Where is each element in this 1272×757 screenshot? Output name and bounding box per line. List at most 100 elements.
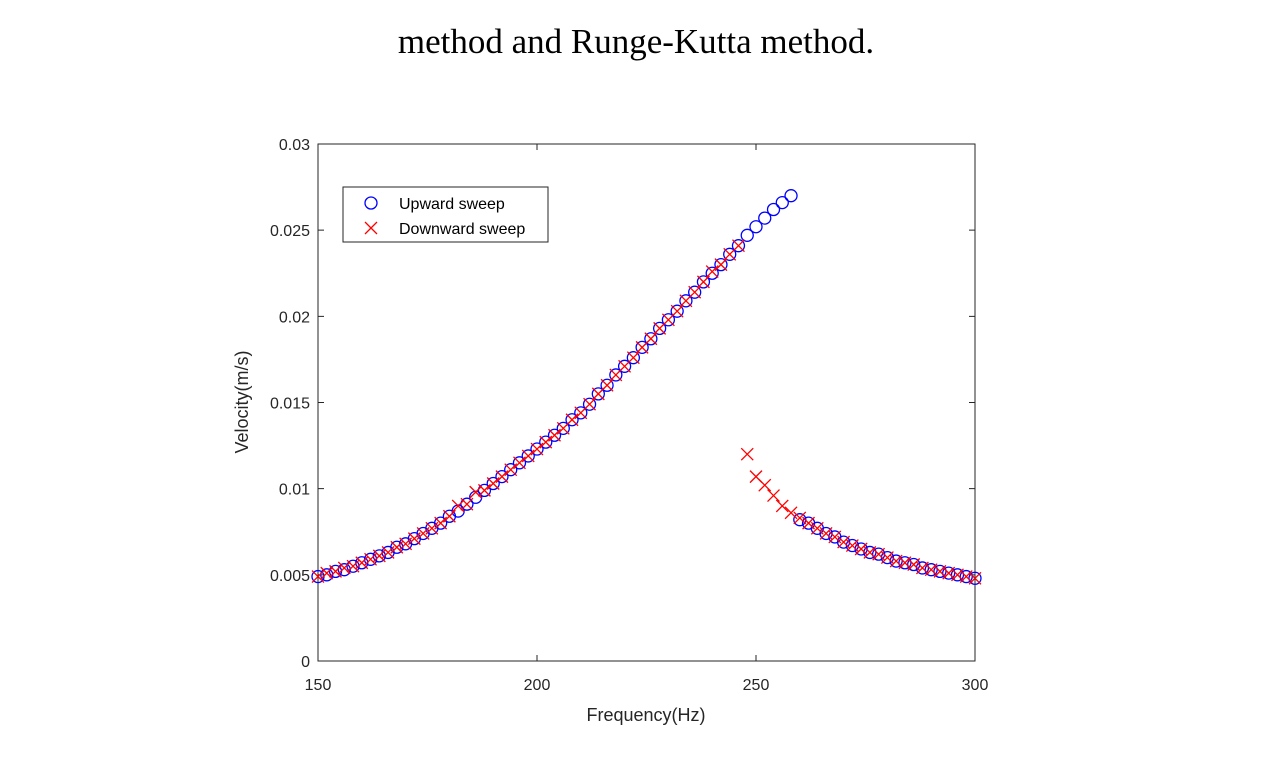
downward-sweep-point [460,497,474,511]
downward-sweep-point [872,547,886,561]
upward-sweep-point [460,497,474,511]
downward-sweep-point [530,442,544,456]
upward-sweep-point [565,413,579,427]
downward-sweep-point [329,564,342,578]
downward-sweep-point [399,537,413,551]
downward-sweep-point [696,275,710,289]
upward-sweep-point [600,378,614,392]
downward-sweep-point [364,552,378,566]
downward-sweep-point [381,545,395,559]
upward-sweep-point [942,566,956,580]
downward-sweep-point [670,304,684,318]
upward-sweep-point [635,340,649,355]
upward-sweep-point [521,449,535,463]
downward-sweep-point [784,506,798,520]
downward-sweep-point [758,478,772,492]
upward-sweep-point [556,421,570,436]
downward-sweep-point [451,499,465,513]
legend-box [342,186,549,243]
upward-sweep-point [766,202,781,217]
legend-x-marker [364,221,378,235]
downward-sweep-point [880,551,894,565]
downward-sweep-point [924,563,938,577]
upward-sweep-point [924,563,938,577]
figure-caption: method and Runge-Kutta method. [397,22,875,61]
downward-sweep-point [933,564,947,578]
upward-sweep-point [696,275,711,289]
downward-sweep-point [775,499,789,513]
upward-sweep-point [626,351,641,365]
x-axis-label: Frequency(Hz) [586,705,705,725]
upward-sweep-point [530,442,544,456]
upward-sweep-point [582,397,597,411]
downward-sweep-point [390,540,404,554]
downward-sweep-point [372,549,386,563]
upward-sweep-point [740,228,754,242]
upward-sweep-point [933,564,947,579]
downward-sweep-point [732,239,745,253]
downward-sweep-point [740,447,754,461]
downward-sweep-point [889,554,903,568]
downward-sweep-point [565,413,579,427]
upward-sweep-point [749,220,763,234]
downward-sweep-point [337,561,351,575]
upward-sweep-point [784,189,798,203]
downward-sweep-point [907,558,921,571]
upward-sweep-point [679,294,693,308]
downward-sweep-point [539,435,553,449]
downward-sweep-point [705,265,719,278]
x-tick-label: 200 [524,677,551,694]
downward-sweep-point [311,570,325,584]
downward-sweep-point [521,449,535,463]
downward-sweep-point [845,539,859,552]
upward-sweep-point [688,285,702,299]
upward-sweep-point [617,359,632,373]
downward-sweep-point [854,542,868,556]
downward-sweep-point [425,521,439,535]
upward-sweep-point [898,556,912,570]
downward-sweep-point [407,532,421,546]
downward-sweep-point [915,561,929,575]
downward-sweep-point [898,556,912,570]
upward-sweep-point [539,435,553,449]
downward-sweep-point [434,516,448,530]
downward-sweep-point [819,527,833,540]
upward-sweep-point [959,569,973,584]
y-tick-label: 0.015 [270,396,310,413]
y-tick-label: 0.005 [270,568,310,585]
legend: Upward sweep Downward sweep [342,186,549,243]
downward-sweep-point [486,477,500,490]
upward-sweep-point [477,483,492,498]
upward-sweep-point [714,257,728,272]
upward-sweep-point [591,387,605,401]
downward-sweep-point [837,535,851,549]
downward-sweep-point [688,285,702,299]
upward-sweep-point [652,321,667,336]
legend-label-downward: Downward sweep [399,221,525,238]
downward-sweep-point [504,463,518,477]
downward-sweep-point [863,545,877,559]
downward-sweep-point [810,521,824,535]
downward-sweep-point [951,568,964,582]
downward-sweep-point [968,571,982,585]
x-tick-label: 250 [743,677,770,694]
upward-sweep-point [495,469,509,484]
upward-sweep-point [512,456,527,470]
legend-label-upward: Upward sweep [399,196,505,213]
downward-sweep-point [828,530,842,544]
upward-sweep-point [504,463,518,477]
legend-circle-marker [364,196,378,210]
upward-sweep-point [609,368,623,382]
downward-sweep-point [495,470,509,484]
upward-sweep-point [670,304,684,318]
downward-sweep-point [477,483,491,497]
downward-sweep-point [355,556,369,570]
downward-sweep-point [714,258,728,272]
upward-sweep-point [731,239,746,253]
downward-sweep-point [320,566,334,580]
downward-sweep-point [513,456,526,470]
y-tick-label: 0.02 [279,309,310,326]
upward-sweep-point [547,428,562,442]
upward-sweep-point [968,571,982,585]
upward-sweep-point [705,266,719,280]
